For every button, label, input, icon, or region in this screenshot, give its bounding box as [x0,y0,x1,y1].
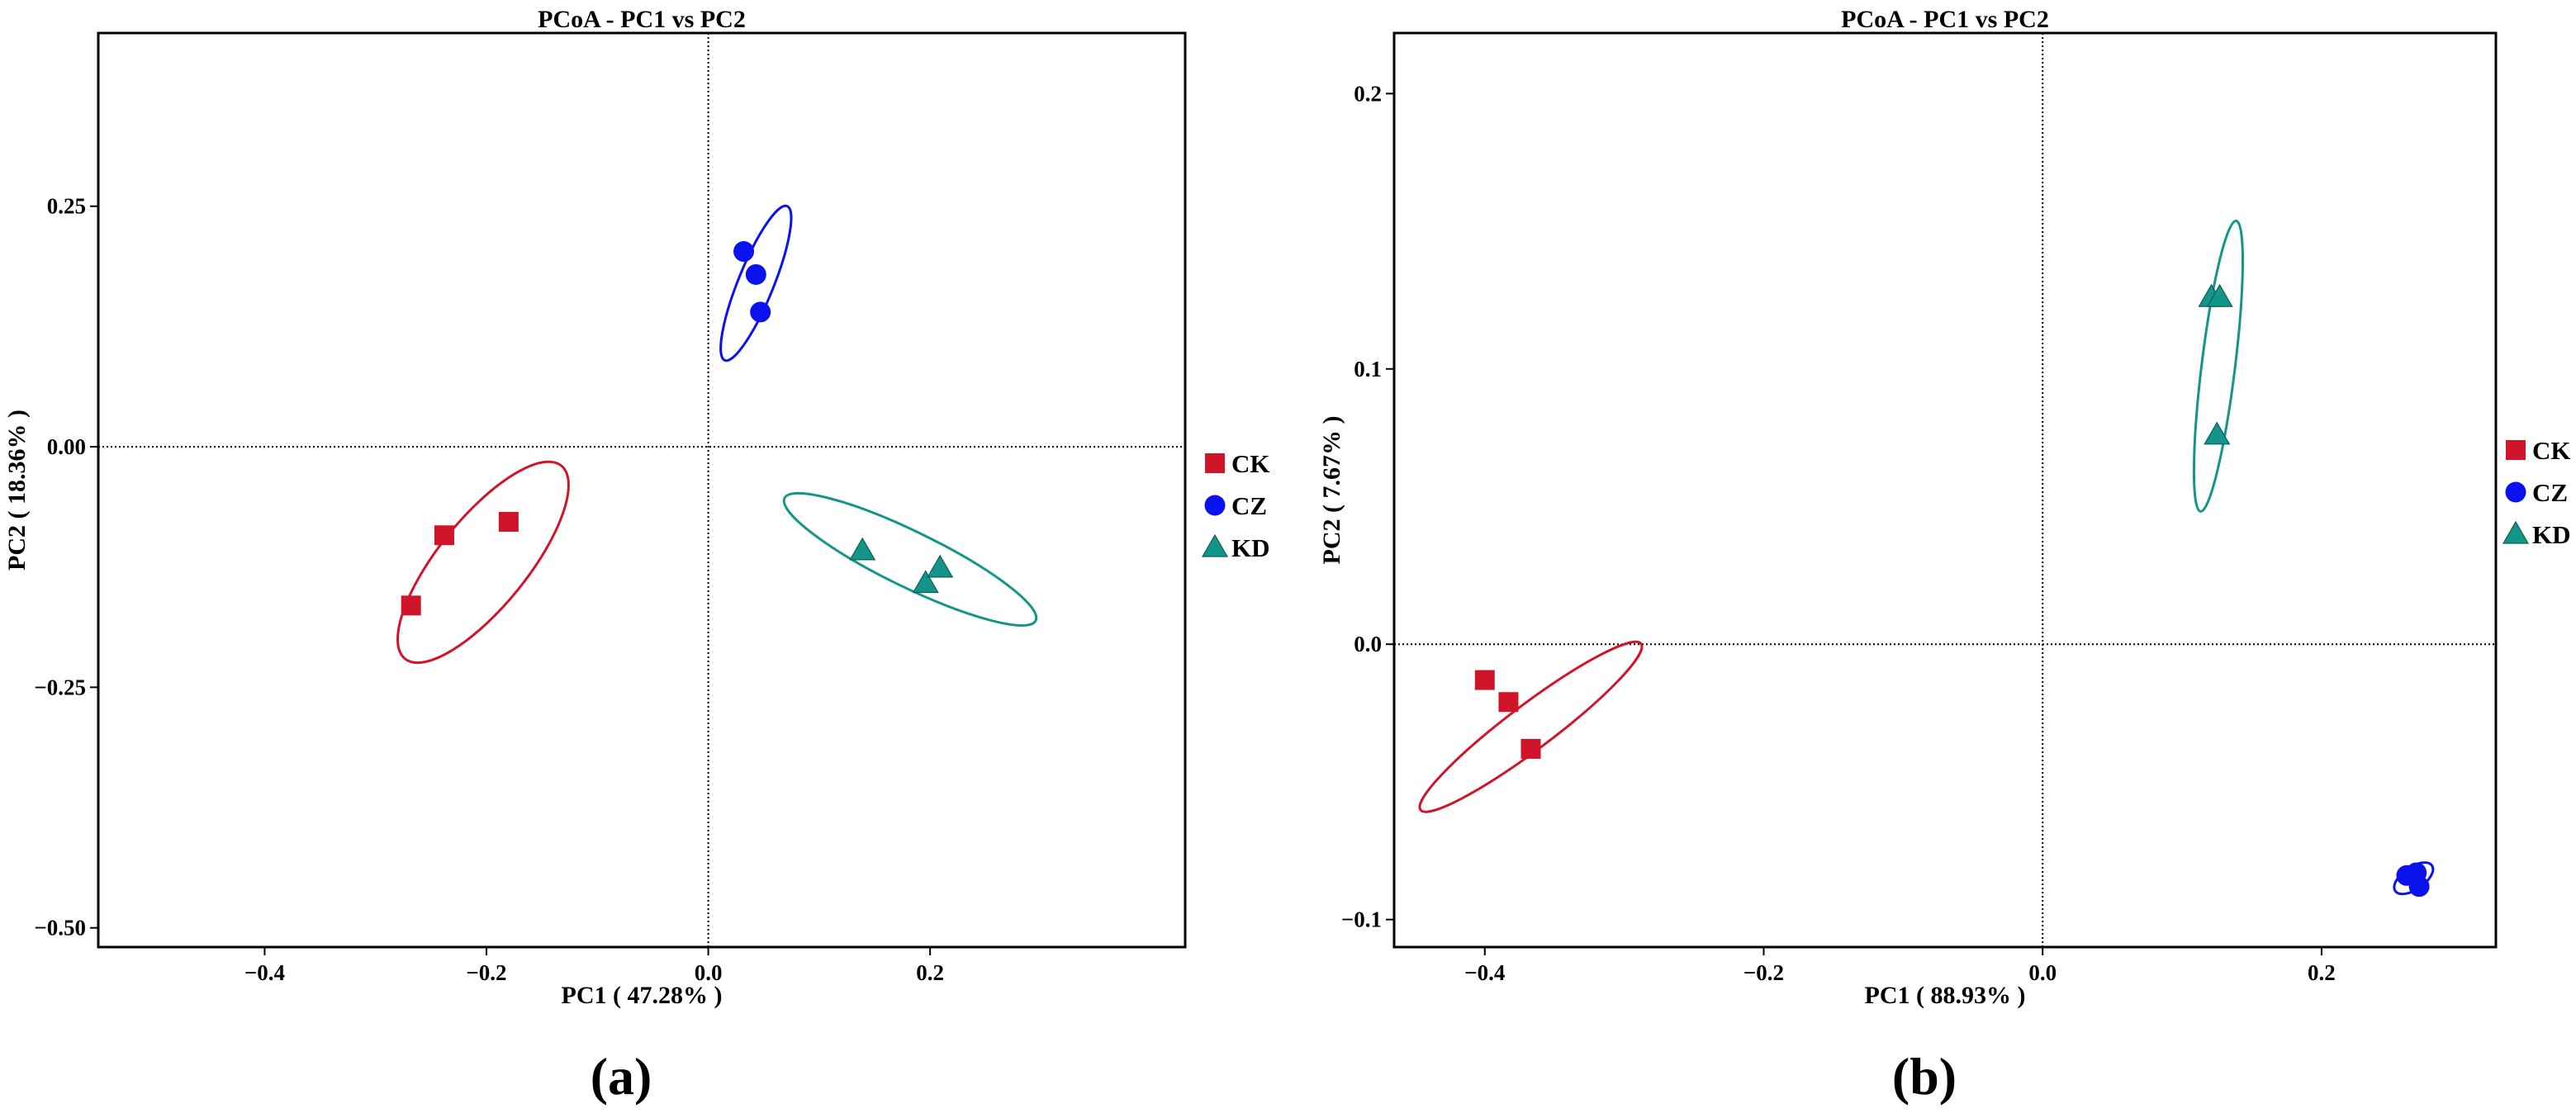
legend-marker-ck [1205,453,1225,473]
plot-frame [1392,31,2498,949]
legend-label-cz: CZ [2532,478,2568,507]
legend-marker-ck [2506,440,2526,460]
data-point-ck [434,525,454,546]
confidence-ellipse-kd [782,491,1038,627]
data-point-kd [927,554,954,578]
x-tick-label: −0.2 [466,960,506,985]
chart-title: PCoA - PC1 vs PC2 [1841,6,2049,33]
data-point-ck [498,511,519,532]
data-point-kd [2206,283,2233,307]
data-point-ck [1474,670,1495,690]
data-point-ck [1498,692,1519,713]
x-tick-label: −0.2 [1743,960,1784,985]
legend-marker-cz [2505,481,2526,503]
data-point-kd [912,570,939,594]
legend-marker-cz [1204,495,1226,516]
data-point-cz [733,241,755,263]
data-point-ck [401,595,421,616]
x-tick-label: −0.4 [244,960,285,985]
legend-label-kd: KD [1231,533,1270,562]
chart-title: PCoA - PC1 vs PC2 [538,6,746,33]
panel-label: (b) [1892,1047,1957,1106]
x-tick-label: 0.2 [916,960,944,985]
data-point-kd [849,537,876,561]
x-tick-label: 0.0 [2028,960,2057,985]
data-point-cz [750,301,771,323]
x-tick-label: 0.0 [695,960,723,985]
x-axis-label: PC1 ( 47.28% ) [562,982,723,1009]
x-tick-label: −0.4 [1464,960,1505,985]
plot-frame [97,31,1187,949]
y-tick-label: −0.50 [34,916,86,940]
y-tick-label: 0.1 [1354,357,1382,381]
data-point-cz [745,263,766,285]
y-axis-label: PC2 ( 18.36% ) [3,410,31,571]
data-point-ck [1520,738,1541,759]
confidence-ellipse-cz [719,204,793,362]
legend-marker-kd [2502,520,2530,544]
y-tick-label: −0.25 [34,675,86,699]
y-tick-label: −0.1 [1341,907,1382,932]
data-point-cz [2408,876,2430,898]
legend-label-ck: CK [1231,449,1270,478]
panel-label: (a) [591,1047,652,1106]
panel-b: PCoA - PC1 vs PC2 PC1 ( 88.93% ) PC2 ( 7… [1318,6,2571,1106]
y-tick-label: 0.00 [47,434,86,459]
y-tick-label: 0.2 [1354,81,1382,106]
y-axis-label: PC2 ( 7.67% ) [1318,416,1345,565]
x-axis-label: PC1 ( 88.93% ) [1865,982,2026,1009]
legend-label-cz: CZ [1231,491,1267,520]
legend-label-kd: KD [2532,520,2571,549]
panel-a: PCoA - PC1 vs PC2 PC1 ( 47.28% ) PC2 ( 1… [3,6,1270,1106]
x-tick-label: 0.2 [2308,960,2336,985]
y-tick-label: 0.0 [1354,632,1382,656]
confidence-ellipse-kd [2192,219,2244,513]
legend-marker-kd [1201,533,1229,557]
y-tick-label: 0.25 [47,194,86,219]
confidence-ellipse-ck [1418,640,1644,813]
data-point-kd [2204,421,2231,445]
legend-label-ck: CK [2532,436,2571,465]
confidence-ellipse-ck [396,460,570,665]
